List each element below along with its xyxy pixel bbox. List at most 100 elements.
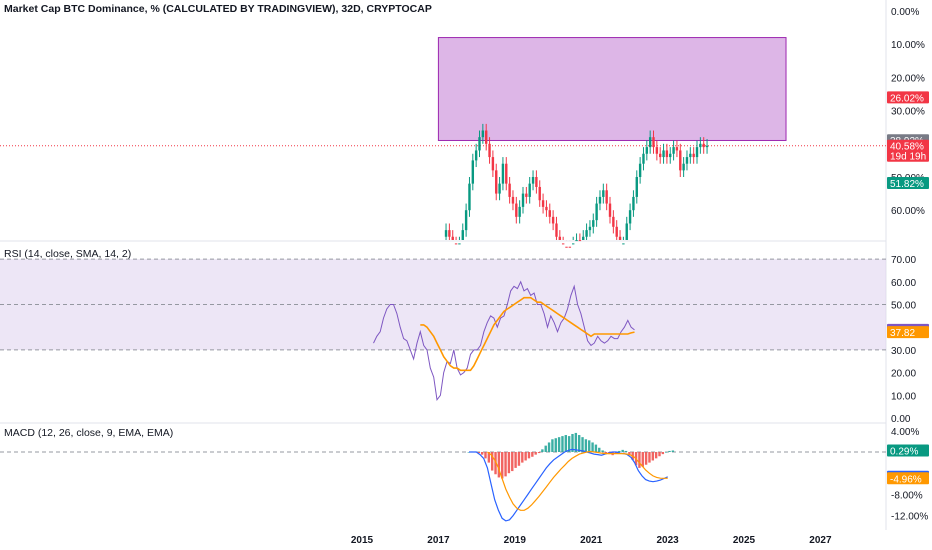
axes-layer: 2015 2017 2019 2021 2023 2025 2027 0.00% 10.00% 2… [351,7,928,546]
macd-histogram-bar [594,444,598,452]
candle-body [511,196,515,204]
macd-histogram-bar [544,445,547,452]
signal-line [487,450,668,511]
candle-body [632,196,635,211]
macd-histogram-bar [547,442,551,452]
candle-body [638,163,642,177]
candle-body [625,223,628,240]
candle-body [628,210,632,224]
candle-body [525,193,528,197]
macd-histogram-bar [541,449,544,452]
value-badge [887,326,929,339]
macd-histogram-bar [664,452,668,453]
price-y-tick: 30.00% [891,107,925,118]
candle-body [665,150,669,158]
macd-histogram-bar [561,436,564,452]
macd-histogram-bar [668,450,671,452]
candle-body [448,230,451,237]
candle-body [471,160,475,184]
candle-body [595,203,598,221]
macd-histogram-bar [588,440,591,452]
candle-body [582,236,585,240]
macd-histogram-bar [531,452,534,457]
value-badge-label: -4.96% [890,474,922,485]
candle-body [662,150,665,158]
value-badge [887,139,929,162]
macd-histogram-bar [658,452,661,457]
rsi-y-tick: 30.00 [891,346,916,357]
candle-body [612,216,615,227]
macd-histogram-bar [651,452,655,461]
x-tick-label: 2017 [427,535,450,546]
macd-histogram-bar [524,452,527,461]
candle-body [648,137,652,148]
macd-histogram-bar [584,439,588,452]
candle-body [622,243,625,245]
macd-histogram-bar [654,452,658,459]
candle-body [672,147,675,154]
candle-body [635,177,638,197]
value-badge-countdown: 19d 19h [890,152,926,163]
macd-histogram-bar [564,435,568,452]
candle-body [478,137,481,151]
macd-histogram-bar [628,452,631,455]
price-y-tick: 10.00% [891,40,925,51]
macd-histogram-bar [614,452,618,454]
price-panel [0,37,886,248]
rsi-ma-line [420,296,635,372]
candle-body [464,210,468,231]
macd-histogram-bar [514,452,517,468]
rsi-panel [0,258,886,402]
candle-body [551,216,555,224]
candle-body [481,130,485,138]
macd-histogram-bar [567,436,571,452]
candle-body [521,193,525,207]
price-y-tick: 0.00% [891,7,919,18]
macd-histogram-bar [591,442,594,452]
value-badge [887,444,929,457]
candle-body [461,230,464,240]
macd-histogram-bar [618,450,621,452]
candle-body [588,226,592,231]
rsi-y-tick: 60.00 [891,278,916,289]
value-badge [887,177,929,190]
candle-body [518,206,521,217]
x-tick-label: 2021 [580,535,603,546]
highlight-zone [437,37,787,141]
macd-y-tick: 4.00% [891,427,919,438]
macd-histogram-bar [490,452,494,471]
macd-panel-label: MACD (12, 26, close, 9, EMA, EMA) [4,427,174,439]
macd-histogram-bar [537,452,541,454]
candle-body [495,170,498,194]
rsi-line [373,280,635,402]
value-badge-label: 40.58% [890,142,924,153]
candle-body [692,153,695,158]
candle-body [565,246,568,248]
x-tick-label: 2015 [351,535,374,546]
macd-panel [0,432,886,522]
rsi-y-tick: 50.00 [891,301,916,312]
macd-histogram-bar [504,452,507,477]
price-y-tick: 60.00% [891,206,925,217]
candle-body [608,203,612,217]
candle-body [454,243,458,245]
price-y-tick: 20.00% [891,73,925,84]
chart-title: Market Cap BTC Dominance, % (CALCULATED … [4,3,432,15]
macd-histogram-bar [598,447,601,452]
macd-histogram-bar [554,438,557,452]
macd-y-tick: -12.00% [891,512,928,523]
candle-body [538,186,541,201]
candle-body [675,147,679,151]
candle-body [508,183,511,197]
candle-body [548,210,551,217]
x-tick-label: 2019 [504,535,527,546]
macd-histogram-bar [574,432,578,452]
candle-body [501,163,505,184]
macd-histogram-bar [521,452,524,463]
candle-body [655,147,659,154]
macd-y-tick: -8.00% [891,490,923,501]
macd-histogram-bar [571,433,574,452]
macd-histogram-bar [601,450,604,452]
candle-body [585,230,588,237]
